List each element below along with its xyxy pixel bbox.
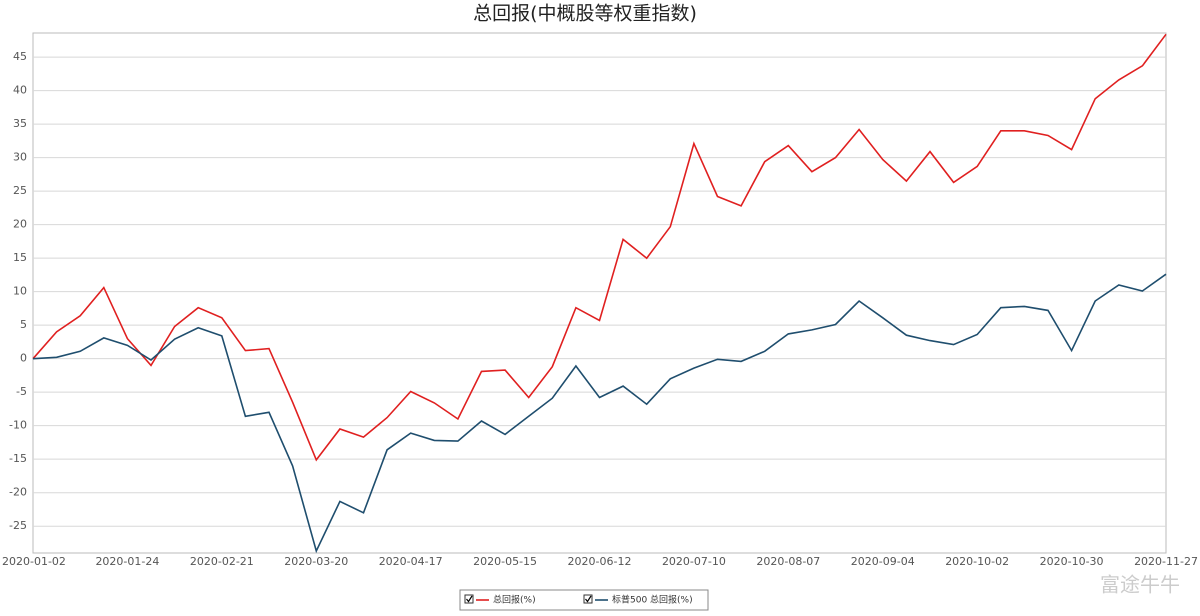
x-tick-label: 2020-03-20 [284, 555, 348, 568]
x-tick-label: 2020-08-07 [756, 555, 820, 568]
y-tick-label: 10 [13, 285, 27, 298]
y-tick-label: 30 [13, 151, 27, 164]
y-tick-label: -10 [9, 419, 27, 432]
legend-check [585, 595, 592, 603]
x-tick-label: 2020-02-21 [190, 555, 254, 568]
y-tick-label: 20 [13, 218, 27, 231]
y-tick-label: 35 [13, 117, 27, 130]
x-tick-label: 2020-01-02 [2, 555, 66, 568]
x-tick-label: 2020-10-30 [1040, 555, 1104, 568]
line-series [32, 33, 1167, 462]
legend-check [466, 595, 473, 603]
y-tick-label: 15 [13, 251, 27, 264]
y-tick-label: 45 [13, 50, 27, 63]
legend-label: 总回报(%) [493, 594, 536, 606]
legend-checkbox [583, 594, 593, 604]
x-tick-label: 2020-10-02 [945, 555, 1009, 568]
y-tick-label: -20 [9, 486, 27, 499]
x-tick-label: 2020-11-27 [1134, 555, 1198, 568]
x-tick-label: 2020-07-10 [662, 555, 726, 568]
watermark: 富途牛牛 [1100, 573, 1180, 597]
y-tick-label: 5 [20, 318, 27, 331]
plot-area [32, 32, 1167, 554]
line-series [32, 273, 1167, 554]
x-tick-label: 2020-04-17 [379, 555, 443, 568]
legend-label: 标普500 总回报(%) [612, 594, 693, 606]
y-tick-label: -15 [9, 452, 27, 465]
y-tick-label: 0 [20, 352, 27, 365]
legend-checkbox [464, 594, 474, 604]
y-tick-label: -25 [9, 519, 27, 532]
x-tick-label: 2020-01-24 [95, 555, 159, 568]
chart-title: 总回报(中概股等权重指数) [473, 3, 697, 25]
y-tick-label: 40 [13, 84, 27, 97]
y-tick-label: 25 [13, 184, 27, 197]
x-tick-label: 2020-05-15 [473, 555, 537, 568]
x-tick-label: 2020-09-04 [851, 555, 915, 568]
y-tick-label: -5 [16, 385, 27, 398]
x-tick-label: 2020-06-12 [568, 555, 632, 568]
